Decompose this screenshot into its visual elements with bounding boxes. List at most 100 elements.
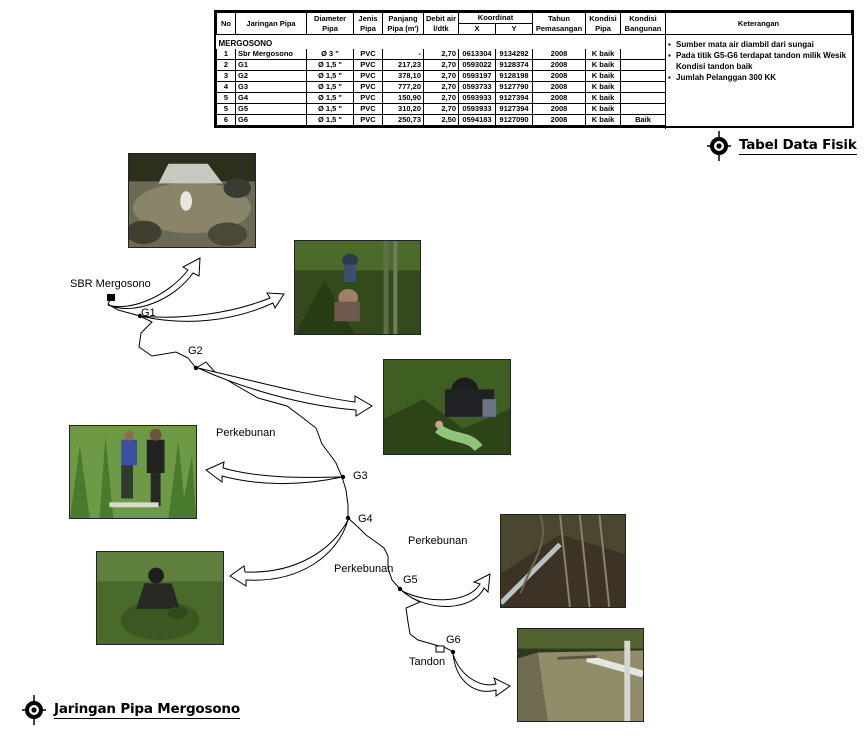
cell-no: 2 [216,59,236,71]
cell-kondisi-pipa: K baik [585,114,621,126]
col-y: Y [495,23,534,35]
cell-kondisi-bangunan [620,81,666,93]
cell-diameter: Ø 1,5 " [306,103,354,115]
photo-g1-workers [294,240,421,335]
cell-y: 9128198 [495,70,533,82]
tandon-marker [435,645,445,653]
target-icon [22,695,46,725]
cell-panjang: 378,10 [382,70,424,82]
col-debit: Debit air [422,12,460,24]
cell-jenis: PVC [353,59,383,71]
cell-debit: 2,50 [422,114,459,126]
cell-nama: G3 [235,81,307,93]
cell-kondisi-pipa: K baik [585,59,621,71]
cell-kondisi-pipa: K baik [585,81,621,93]
cell-kondisi-bangunan [620,103,666,115]
cell-no: 3 [216,70,236,82]
label-g5: G5 [403,574,418,586]
table-row: 6 G6 Ø 1,5 " PVC 250,73 2,50 0594183 9127090 200… [216,114,852,126]
source-marker [107,294,115,301]
cell-kondisi-pipa: K baik [585,92,621,104]
photo-g5-pipe [500,514,626,608]
table-row: 4 G3 Ø 1,5 " PVC 777,20 2,70 0593733 9127790 200… [216,81,852,93]
photo-g4-worker [96,551,224,645]
cell-no: 1 [216,49,236,60]
cell-jenis: PVC [353,81,383,93]
tabel-data-fisik-title: Tabel Data Fisik [707,131,857,161]
cell-panjang: 250,73 [382,114,424,126]
label-tandon: Tandon [409,656,446,668]
cell-y: 9127090 [495,114,533,126]
cell-tahun: 2008 [532,114,586,126]
arrow-g2 [197,367,373,417]
label-g3: G3 [353,470,368,482]
cell-nama: G1 [235,59,307,71]
label-sbr: SBR Mergosono [70,278,151,290]
cell-debit: 2,70 [422,49,459,60]
cell-jenis: PVC [353,103,383,115]
cell-panjang: 310,20 [382,103,424,115]
cell-kondisi-pipa: K baik [585,49,621,60]
cell-x: 0593197 [458,70,496,82]
arrow-g5 [401,573,491,607]
data-table: No Jaringan Pipa Diameter Jenis Panjang … [214,10,854,129]
cell-nama: G4 [235,92,307,104]
arrow-sbr [107,257,201,309]
cell-debit: 2,70 [422,59,459,71]
cell-panjang: - [382,49,424,60]
node-g4 [345,515,351,521]
keterangan-item: ▪ Pada titik G5-G6 terdapat tandon milik … [668,51,847,71]
cell-jenis: PVC [353,114,383,126]
node-g5 [397,586,403,592]
cell-kondisi-pipa: K baik [585,70,621,82]
cell-jenis: PVC [353,92,383,104]
photo-g6-tandon [517,628,644,722]
cell-x: 0593733 [458,81,496,93]
table-row: 1 Sbr Mergosono Ø 3 " PVC -2,70 0613304 913429… [216,49,852,60]
cell-diameter: Ø 3 " [306,49,354,60]
pipe-route [107,297,454,653]
cell-panjang: 217,23 [382,59,424,71]
table-row: 5 G4 Ø 1,5 " PVC 150,90 2,70 0593933 9127394 200… [216,92,852,104]
cell-y: 9127790 [495,81,533,93]
cell-debit: 2,70 [422,92,459,104]
cell-x: 0593933 [458,103,496,115]
cell-debit: 2,70 [422,70,459,82]
col-keterangan: Keterangan [665,12,852,35]
label-g2: G2 [188,345,203,357]
cell-nama: G2 [235,70,307,82]
cell-tahun: 2008 [532,70,586,82]
cell-jenis: PVC [353,49,383,60]
cell-kondisi-bangunan [620,92,666,104]
cell-tahun: 2008 [532,59,586,71]
cell-y: 9127394 [495,103,533,115]
cell-x: 0593933 [458,92,496,104]
table-row: 2 G1 Ø 1,5 " PVC 217,23 2,70 0593022 9128374 200… [216,59,852,71]
cell-tahun: 2008 [532,49,586,60]
cell-y: 9128374 [495,59,533,71]
photo-river-source [128,153,256,248]
label-perkebunan-3: Perkebunan [334,563,394,575]
cell-jenis: PVC [353,70,383,82]
arrow-g1 [139,292,285,322]
label-g1: G1 [141,307,156,319]
photo-g2-pipe [383,359,511,455]
cell-nama: G6 [235,114,307,126]
cell-kondisi-bangunan [620,59,666,71]
label-perkebunan-1: Perkebunan [216,427,276,439]
col-kondisi-bangunan-sub: Bangunan [620,23,667,35]
cell-no: 6 [216,114,236,126]
cell-tahun: 2008 [532,81,586,93]
label-perkebunan-2: Perkebunan [408,535,468,547]
col-kondisi-bangunan: Kondisi [620,12,667,24]
cell-kondisi-pipa: K baik [585,103,621,115]
cell-diameter: Ø 1,5 " [306,59,354,71]
node-g3 [340,474,346,480]
arrow-g4 [229,519,349,587]
cell-diameter: Ø 1,5 " [306,81,354,93]
label-g6: G6 [446,634,461,646]
cell-tahun: 2008 [532,103,586,115]
keterangan-cell: ▪ Sumber mata air diambil dari sungai ▪ Pa… [665,34,852,129]
cell-diameter: Ø 1,5 " [306,92,354,104]
